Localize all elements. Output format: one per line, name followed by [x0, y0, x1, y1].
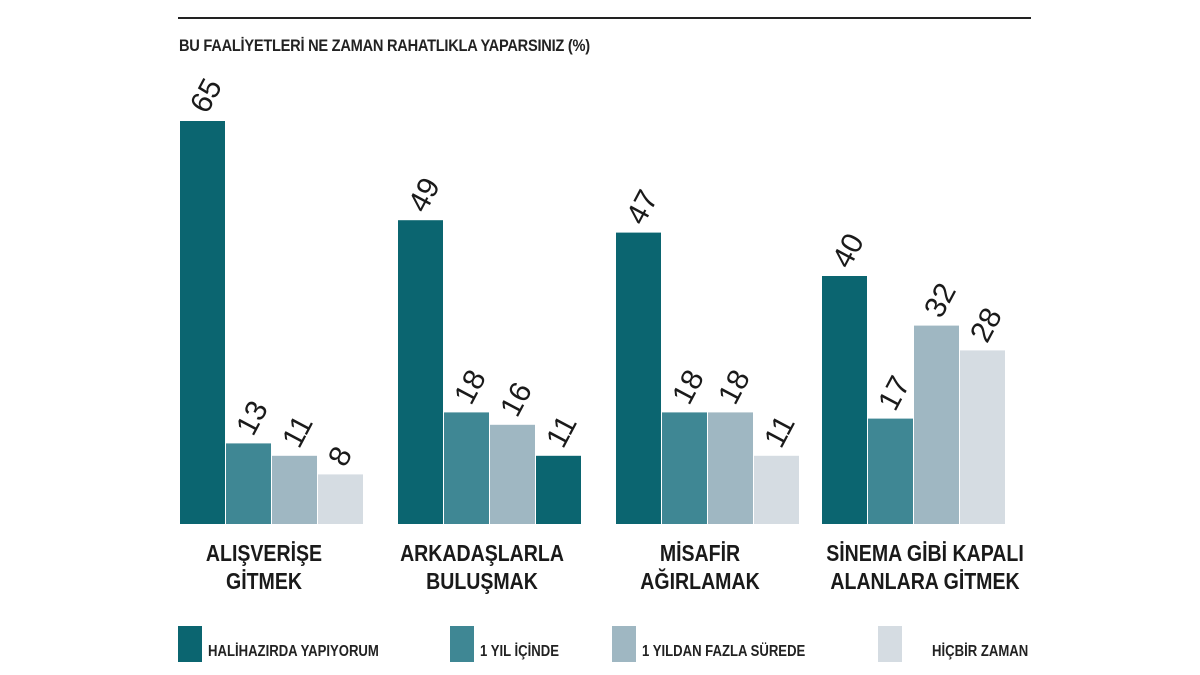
- data-label: 16: [494, 377, 539, 422]
- bar: [868, 418, 913, 524]
- legend-label: HALİHAZIRDA YAPIYORUM: [208, 643, 379, 660]
- data-label: 11: [540, 410, 584, 453]
- legend-swatch: [612, 626, 636, 662]
- bar: [708, 412, 753, 524]
- legend-swatch: [878, 626, 902, 662]
- category-label: ARKADAŞLARLA: [400, 541, 564, 567]
- data-label: 49: [402, 173, 447, 218]
- data-label: 40: [826, 228, 871, 273]
- category-label: MİSAFİR: [660, 541, 740, 567]
- data-label: 18: [448, 365, 493, 410]
- category-label: AĞIRLAMAK: [640, 567, 760, 594]
- bar: [272, 455, 317, 524]
- category-label: SİNEMA GİBİ KAPALI: [826, 541, 1024, 567]
- bar: [398, 220, 443, 524]
- category-label: ALIŞVERİŞE: [206, 541, 322, 567]
- legend-item: 1 YIL İÇİNDE: [450, 626, 576, 662]
- legend-label: HİÇBİR ZAMAN: [932, 643, 1029, 660]
- legend-label: 1 YILDAN FAZLA SÜREDE: [642, 643, 806, 660]
- category-label: BULUŞMAK: [426, 569, 538, 595]
- data-label: 13: [230, 396, 275, 441]
- bar: [226, 443, 271, 524]
- chart-title: BU FAALİYETLERİ NE ZAMAN RAHATLIKLA YAPA…: [179, 36, 590, 55]
- legend-item: 1 YILDAN FAZLA SÜREDE: [612, 626, 841, 662]
- legend-label: 1 YIL İÇİNDE: [480, 643, 559, 660]
- data-label: 11: [758, 410, 802, 453]
- data-label: 18: [712, 365, 757, 410]
- category-label: ALANLARA GİTMEK: [830, 569, 1020, 595]
- data-label: 8: [322, 441, 359, 471]
- data-label: 11: [276, 410, 320, 453]
- bar: [960, 350, 1005, 524]
- category-label: GİTMEK: [226, 569, 303, 595]
- bar: [444, 412, 489, 524]
- legend-swatch: [450, 626, 474, 662]
- data-label: 28: [964, 303, 1009, 348]
- bar: [754, 455, 799, 524]
- bar: [490, 424, 535, 524]
- bar: [318, 474, 363, 524]
- data-label: 18: [666, 365, 711, 410]
- legend-swatch: [178, 626, 202, 662]
- legend-item: HİÇBİR ZAMAN: [878, 626, 1049, 662]
- bar: [822, 276, 867, 524]
- bar: [536, 455, 581, 524]
- data-label: 47: [620, 185, 665, 230]
- data-label: 65: [184, 73, 229, 118]
- bar: [914, 325, 959, 524]
- bar: [662, 412, 707, 524]
- bar: [180, 121, 225, 524]
- data-label: 17: [872, 371, 917, 416]
- legend: HALİHAZIRDA YAPIYORUM 1 YIL İÇİNDE 1 YILDA…: [178, 626, 1038, 666]
- data-label: 32: [918, 278, 963, 323]
- legend-item: HALİHAZIRDA YAPIYORUM: [178, 626, 416, 662]
- top-rule: [178, 17, 1031, 19]
- bar: [616, 232, 661, 524]
